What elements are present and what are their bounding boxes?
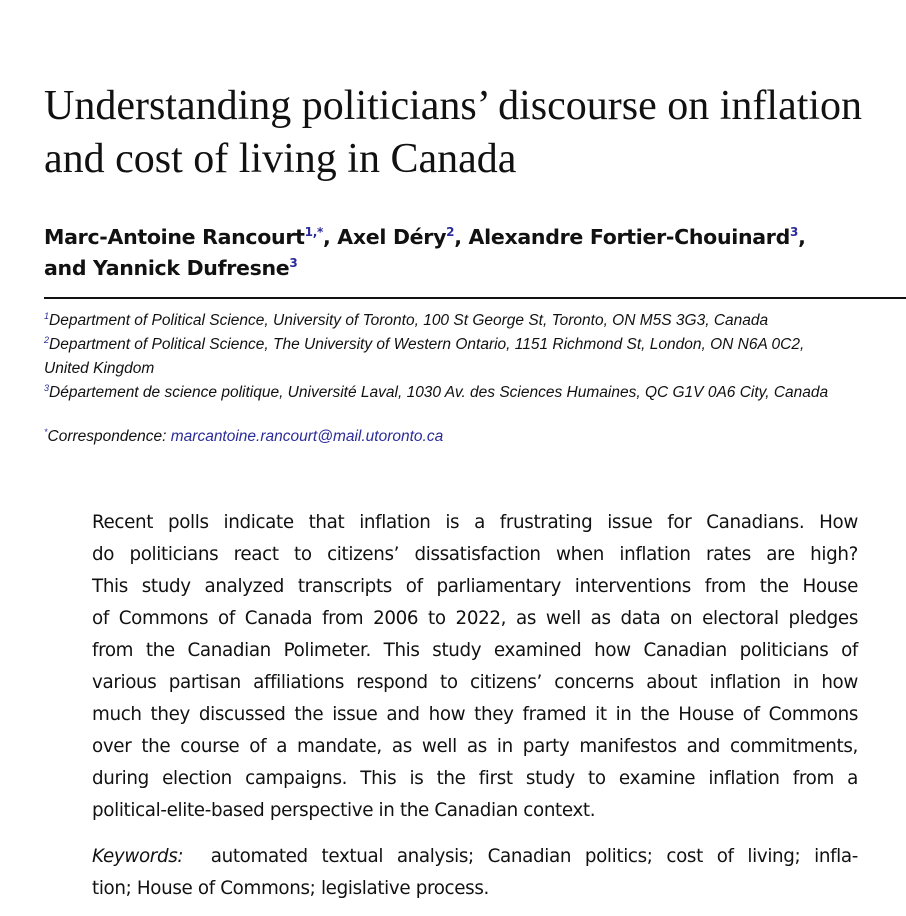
abstract-line: of Commons of Canada from 2006 to 2022, … xyxy=(92,608,858,629)
affiliation: 1Department of Political Science, Univer… xyxy=(44,311,769,330)
author: Axel Déry xyxy=(337,225,447,249)
author: Alexandre Fortier-Chouinard xyxy=(468,225,791,249)
correspondence-email-link[interactable]: marcantoine.rancourt@mail.utoronto.ca xyxy=(170,428,444,445)
affiliation: 3Département de science politique, Unive… xyxy=(44,383,829,402)
author-affiliation-mark[interactable]: 3 xyxy=(289,256,298,270)
author-affiliation-mark[interactable]: 3 xyxy=(790,225,799,239)
title-line: Understanding politicians’ discourse on … xyxy=(44,83,863,129)
author: and Yannick Dufresne xyxy=(44,256,290,280)
keywords: Keywords: automated textual analysis; Ca… xyxy=(92,841,858,905)
abstract-line: political-elite-based perspective in the… xyxy=(92,800,596,821)
keywords-text: automated textual analysis; Canadian pol… xyxy=(210,846,859,867)
author-affiliation-mark[interactable]: 2 xyxy=(446,225,455,239)
abstract-line: This study analyzed transcripts of parli… xyxy=(92,576,858,597)
keywords-text: tion; House of Commons; legislative proc… xyxy=(92,878,489,899)
abstract-line: from the Canadian Polimeter. This study … xyxy=(92,640,858,661)
author-affiliation-mark[interactable]: 1,* xyxy=(304,225,324,239)
title-line: and cost of living in Canada xyxy=(44,136,517,182)
author: Marc-Antoine Rancourt xyxy=(44,225,305,249)
keywords-label: Keywords: xyxy=(92,846,184,867)
abstract-line: much they discussed the issue and how th… xyxy=(92,704,858,725)
abstract-line: during election campaigns. This is the f… xyxy=(92,768,858,789)
paper-title: Understanding politicians’ discourse on … xyxy=(44,80,904,186)
author-list: Marc-Antoine Rancourt1,*, Axel Déry2, Al… xyxy=(44,225,806,280)
abstract-line: Recent polls indicate that inflation is … xyxy=(92,512,858,533)
affiliations: 1Department of Political Science, Univer… xyxy=(44,309,904,405)
affiliation: 2Department of Political Science, The Un… xyxy=(44,335,805,378)
abstract: Recent polls indicate that inflation is … xyxy=(92,507,858,827)
correspondence: *Correspondence: marcantoine.rancourt@ma… xyxy=(44,427,444,446)
divider xyxy=(44,297,906,299)
abstract-line: over the course of a mandate, as well as… xyxy=(92,736,858,757)
abstract-line: do politicians react to citizens’ dissat… xyxy=(92,544,858,565)
abstract-line: various partisan affiliations respond to… xyxy=(92,672,858,693)
